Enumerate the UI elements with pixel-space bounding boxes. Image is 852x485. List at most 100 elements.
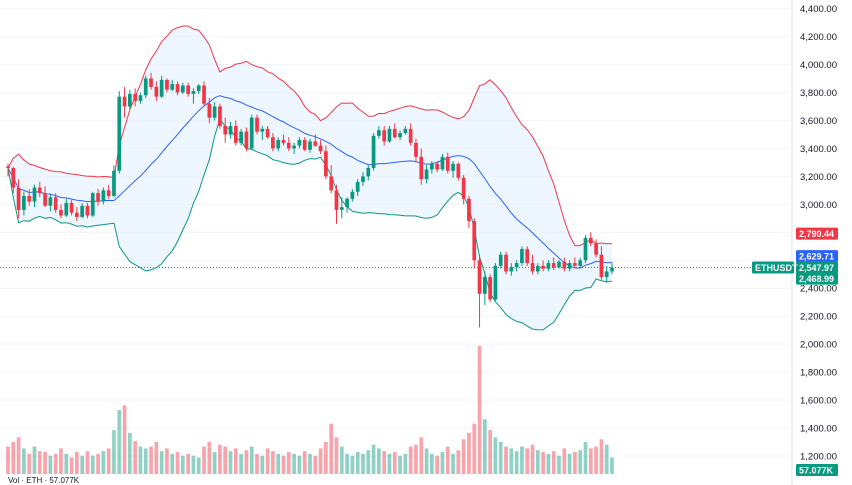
- volume-bar: [101, 451, 106, 474]
- volume-bar: [504, 446, 508, 474]
- candle-body: [80, 205, 85, 217]
- candle-body: [488, 277, 492, 300]
- volume-bar: [461, 439, 466, 474]
- candle-body: [191, 91, 196, 94]
- volume-bar: [96, 453, 100, 474]
- candle-body: [440, 156, 445, 170]
- volume-bar: [562, 448, 567, 474]
- candle-body: [239, 131, 243, 143]
- candle-body: [329, 176, 334, 191]
- volume-bar: [514, 451, 519, 474]
- volume-bar: [59, 448, 63, 474]
- y-tick-label: 1,200.00: [800, 452, 837, 463]
- candle-body: [244, 131, 249, 149]
- volume-bar: [106, 448, 111, 474]
- candle-body: [90, 193, 95, 216]
- candle-body: [64, 202, 69, 216]
- volume-bar: [382, 451, 387, 474]
- candle-body: [324, 151, 328, 177]
- candle-body: [504, 254, 508, 272]
- y-tick-label: 4,200.00: [800, 32, 837, 43]
- volume-bar: [334, 437, 339, 474]
- candle-body: [588, 237, 593, 244]
- volume-bar: [308, 453, 312, 474]
- volume-bar: [233, 448, 238, 474]
- volume-bar: [27, 453, 32, 474]
- volume-bar: [329, 423, 334, 474]
- candle-body: [435, 163, 440, 170]
- volume-bar: [191, 455, 196, 474]
- volume-bar: [228, 451, 233, 474]
- symbol-tag: ETHUSDT: [755, 263, 798, 273]
- symbol-tag-bg: [752, 261, 794, 274]
- candle-body: [334, 190, 339, 210]
- y-tick-label: 4,400.00: [800, 4, 837, 15]
- volume-bar: [488, 430, 492, 474]
- volume-bar: [297, 455, 302, 474]
- volume-bar: [324, 442, 328, 474]
- candle-body: [106, 190, 111, 196]
- candle-body: [498, 254, 503, 266]
- candle-body: [392, 128, 397, 138]
- candle-body: [212, 106, 217, 118]
- lower-band-tag: 2,468.99: [799, 274, 834, 284]
- y-tick-label: 3,600.00: [800, 116, 837, 127]
- volume-bar: [302, 451, 307, 474]
- candle-body: [138, 95, 143, 101]
- volume-bar: [202, 446, 206, 474]
- candle-body: [271, 137, 275, 149]
- volume-bar: [377, 448, 381, 474]
- candle-body: [281, 140, 286, 143]
- volume-bar: [22, 448, 26, 474]
- volume-bar: [281, 455, 286, 474]
- candles: [6, 72, 614, 328]
- candle-body: [180, 85, 185, 93]
- volume-bar: [48, 455, 53, 474]
- volume-bar: [477, 346, 482, 474]
- candle-body: [186, 85, 190, 94]
- candle-body: [599, 254, 604, 278]
- candle-body: [297, 140, 302, 146]
- volume-bar: [37, 451, 42, 474]
- candle-body: [456, 163, 461, 178]
- volume-bar: [456, 450, 461, 474]
- candle-body: [255, 117, 259, 132]
- candle-body: [366, 167, 371, 177]
- candle-body: [128, 93, 132, 107]
- volume-bar: [350, 455, 355, 474]
- candle-body: [535, 265, 540, 272]
- volume-bar: [143, 448, 148, 474]
- volume-bar: [467, 432, 471, 474]
- volume-bar: [133, 441, 138, 474]
- volume-bar: [339, 446, 344, 474]
- candle-body: [175, 84, 180, 93]
- volume-bar: [604, 444, 609, 474]
- volume-tag-bg: [796, 464, 838, 476]
- volume-bar: [80, 455, 85, 474]
- candle-body: [286, 142, 291, 149]
- candle-body: [398, 133, 402, 138]
- y-tick-label: 1,800.00: [800, 368, 837, 379]
- candle-body: [249, 117, 254, 149]
- volume-bar: [594, 446, 598, 474]
- volume-bar: [546, 453, 551, 474]
- candle-body: [472, 221, 477, 261]
- candle-body: [133, 93, 138, 101]
- candle-body: [16, 187, 21, 210]
- volume-bar: [180, 455, 185, 474]
- candle-body: [567, 263, 572, 269]
- last-price-tag: 2,547.97: [799, 263, 834, 273]
- volume-bar: [43, 452, 47, 474]
- volume-bar: [408, 446, 413, 474]
- y-tick-label: 2,400.00: [800, 284, 837, 295]
- volume-bar: [286, 452, 291, 474]
- volume-bar: [90, 455, 95, 474]
- volume-bar: [578, 450, 583, 474]
- candle-body: [403, 128, 408, 134]
- volume-bar: [366, 450, 371, 474]
- volume-bar: [520, 446, 524, 474]
- lower-band-tag-bg: [796, 272, 838, 285]
- candle-body: [345, 198, 349, 208]
- volume-bar: [117, 410, 122, 474]
